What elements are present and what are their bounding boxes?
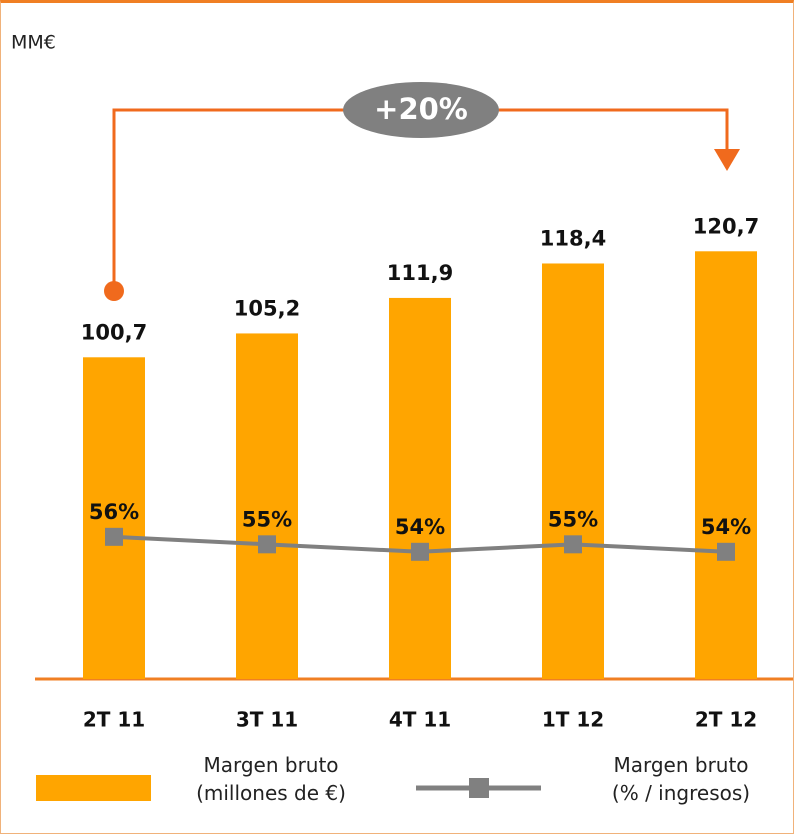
legend-label: Margen bruto (millones de €) — [196, 753, 346, 805]
line-value-label: 55% — [548, 507, 598, 531]
line-value-label: 54% — [395, 515, 445, 539]
legend-label: Margen bruto (% / ingresos) — [611, 753, 751, 805]
bar-value-label: 118,4 — [540, 226, 606, 250]
bar — [695, 251, 757, 680]
x-tick-label: 2T 12 — [695, 708, 757, 732]
x-tick-label: 3T 11 — [236, 708, 298, 732]
legend-swatch-bar — [36, 775, 151, 801]
line-marker — [258, 535, 276, 554]
bar — [389, 297, 451, 679]
line-value-label: 54% — [701, 515, 751, 539]
arrow-head — [714, 149, 740, 171]
line-marker — [564, 535, 582, 554]
line-value-label: 56% — [89, 500, 139, 524]
line-marker — [717, 542, 735, 561]
line-value-label: 55% — [242, 507, 292, 531]
arrow-start — [104, 281, 124, 301]
annotation: +20% — [374, 92, 468, 126]
line-marker — [105, 527, 123, 546]
bar-value-label: 111,9 — [387, 261, 453, 285]
legend-swatch-marker — [469, 778, 489, 798]
x-tick-label: 4T 11 — [389, 708, 451, 732]
bar — [236, 333, 298, 679]
bar-value-label: 105,2 — [234, 296, 300, 320]
x-tick-label: 1T 12 — [542, 708, 604, 732]
annotation-badge — [343, 82, 499, 138]
unit-label: MM€ — [11, 32, 56, 54]
chart: MM€ +20% 2T 11 3T 11 4T 11 1T 12 2T 12 100,7 1… — [11, 32, 793, 801]
bar — [83, 357, 145, 679]
line-marker — [411, 542, 429, 561]
bar-value-label: 100,7 — [81, 320, 147, 344]
bar-value-label: 120,7 — [693, 214, 759, 238]
bar — [542, 263, 604, 679]
x-tick-label: 2T 11 — [83, 708, 145, 732]
